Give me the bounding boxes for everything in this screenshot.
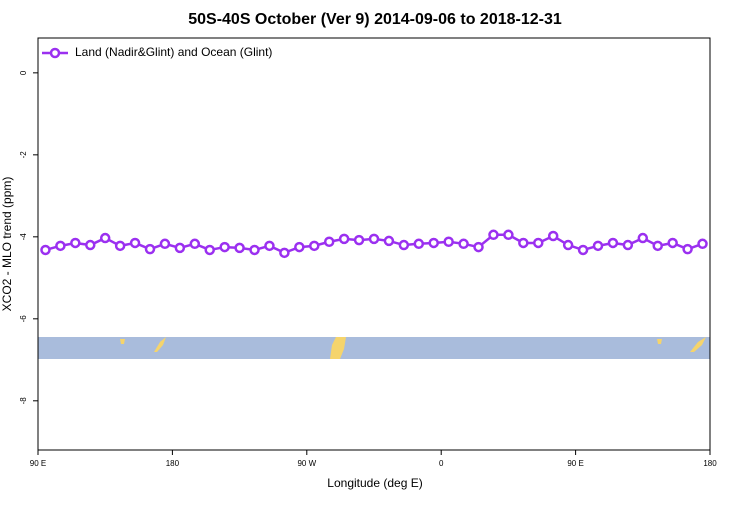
data-point xyxy=(622,239,634,251)
data-point xyxy=(40,244,51,256)
x-tick-label: 90 W xyxy=(297,459,316,468)
data-point xyxy=(144,243,156,255)
y-axis-label: XCO2 - MLO trend (ppm) xyxy=(0,177,14,312)
data-point xyxy=(458,238,469,250)
y-tick-label: -4 xyxy=(19,233,28,241)
data-point xyxy=(637,232,649,244)
data-point xyxy=(503,229,514,241)
data-point xyxy=(294,241,305,253)
data-point xyxy=(219,241,230,253)
data-point xyxy=(99,232,111,244)
data-point xyxy=(70,237,81,249)
plot-frame xyxy=(37,37,711,451)
data-point xyxy=(682,243,693,255)
data-point xyxy=(428,237,439,249)
data-point xyxy=(309,240,320,252)
y-tick-label: -2 xyxy=(19,151,28,159)
data-point xyxy=(338,233,350,245)
data-point xyxy=(353,234,365,246)
data-point xyxy=(592,240,604,252)
data-point xyxy=(174,242,186,254)
data-point xyxy=(85,239,96,251)
data-point xyxy=(279,247,290,259)
data-point xyxy=(204,244,215,256)
data-point xyxy=(607,237,619,249)
data-point xyxy=(398,239,410,251)
data-point xyxy=(488,229,499,241)
y-tick-label: -6 xyxy=(19,315,28,323)
legend-marker xyxy=(49,47,61,59)
data-point xyxy=(55,240,66,252)
data-point xyxy=(533,237,544,249)
data-point xyxy=(159,238,171,250)
x-tick-label: 180 xyxy=(703,459,717,468)
data-point xyxy=(234,242,245,254)
y-tick-label: 0 xyxy=(19,70,28,75)
data-point xyxy=(383,235,395,247)
data-point xyxy=(114,240,126,252)
x-tick-label: 90 E xyxy=(567,459,583,468)
data-point xyxy=(697,238,708,250)
data-point xyxy=(667,237,678,249)
data-point xyxy=(129,237,141,249)
data-point xyxy=(249,244,260,256)
x-tick-label: 90 E xyxy=(30,459,46,468)
legend-label: Land (Nadir&Glint) and Ocean (Glint) xyxy=(75,45,272,59)
map-strip xyxy=(38,337,710,359)
data-point xyxy=(518,237,529,249)
data-point xyxy=(577,244,589,256)
data-point xyxy=(368,233,380,245)
data-point xyxy=(473,241,484,253)
data-point xyxy=(413,238,425,250)
data-point xyxy=(443,236,454,247)
x-tick-label: 180 xyxy=(166,459,180,468)
x-axis-label: Longitude (deg E) xyxy=(327,476,422,490)
data-point xyxy=(323,236,335,247)
data-point xyxy=(547,230,559,242)
data-point xyxy=(562,239,574,251)
data-point xyxy=(264,240,275,252)
x-tick-label: 0 xyxy=(439,459,444,468)
data-point xyxy=(652,240,663,252)
chart-title: 50S-40S October (Ver 9) 2014-09-06 to 20… xyxy=(188,11,562,28)
data-point xyxy=(189,238,201,250)
y-tick-label: -8 xyxy=(19,397,28,405)
